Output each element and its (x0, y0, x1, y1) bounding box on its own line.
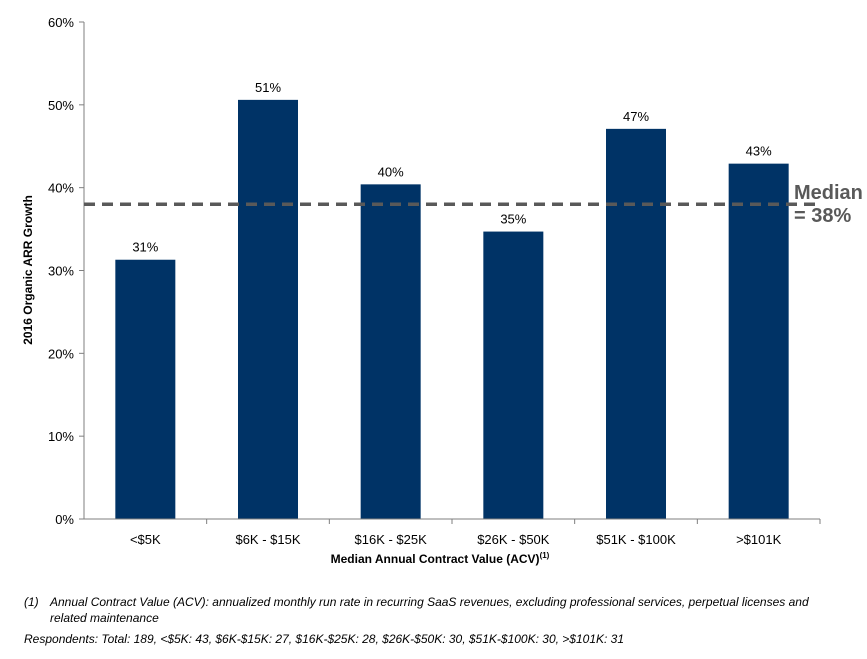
bar (483, 231, 544, 519)
x-axis-title-superscript: (1) (540, 551, 550, 560)
data-labels: 31% 51% 40% 35% 47% 43% (132, 80, 772, 255)
footnote-acv: (1) Annual Contract Value (ACV): annuali… (24, 594, 844, 626)
x-tick-label: <$5K (130, 532, 161, 547)
y-tick-label: 40% (48, 181, 74, 196)
bar (728, 163, 789, 519)
bar-data-label: 47% (623, 109, 649, 124)
y-axis-title: 2016 Organic ARR Growth (21, 195, 35, 345)
bar-data-label: 43% (746, 144, 772, 159)
bar-data-label: 31% (132, 240, 158, 255)
y-tick-label: 50% (48, 98, 74, 113)
y-axis-ticks: 0% 10% 20% 30% 40% 50% 60% (48, 15, 84, 527)
respondents-note: Respondents: Total: 189, <$5K: 43, $6K-$… (24, 632, 625, 646)
y-tick-label: 30% (48, 264, 74, 279)
bar-data-label: 35% (500, 212, 526, 227)
y-tick-label: 20% (48, 346, 74, 361)
bar (360, 184, 421, 519)
x-axis-title: Median Annual Contract Value (ACV)(1) (331, 551, 550, 566)
bar (238, 99, 298, 519)
x-tick-label: >$101K (736, 532, 782, 547)
footnote-text: Annual Contract Value (ACV): annualized … (50, 595, 809, 625)
footnote-marker: (1) (24, 595, 39, 609)
bar-data-label: 51% (255, 80, 281, 95)
y-tick-label: 10% (48, 429, 74, 444)
y-tick-label: 60% (48, 15, 74, 30)
y-tick-label: 0% (55, 512, 74, 527)
x-tick-label: $26K - $50K (477, 532, 550, 547)
bar (115, 259, 176, 519)
x-axis-ticks: <$5K $6K - $15K $16K - $25K $26K - $50K $51K… (130, 519, 821, 547)
median-label-line1: Median (794, 182, 863, 204)
bar-data-label: 40% (378, 164, 404, 179)
x-tick-label: $16K - $25K (355, 532, 428, 547)
x-tick-label: $51K - $100K (596, 532, 676, 547)
bar (606, 128, 666, 520)
x-tick-label: $6K - $15K (235, 532, 300, 547)
median-label-line2: = 38% (794, 205, 851, 227)
bar-chart: 0%10%20%30%40%50%60% 31%51%40%35%47%43% … (21, 15, 863, 566)
bars (115, 99, 789, 520)
